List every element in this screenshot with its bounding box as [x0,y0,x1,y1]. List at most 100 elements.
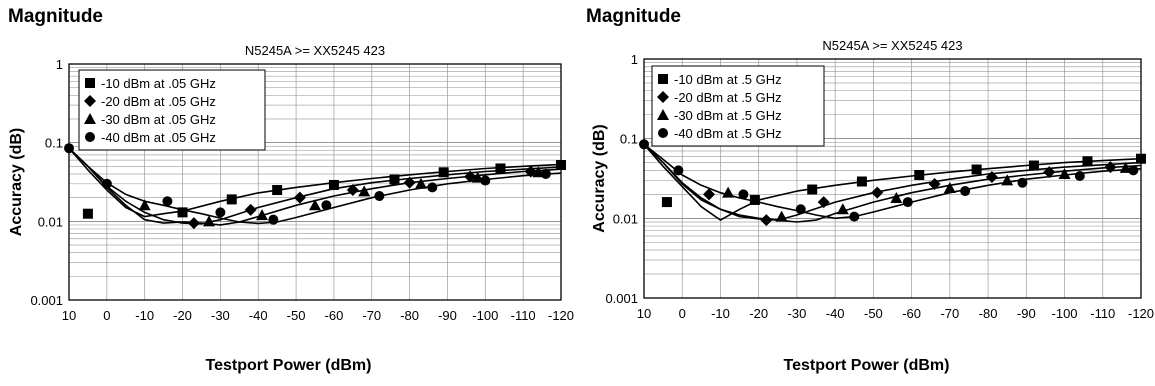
x-tick-label: -110 [511,308,536,323]
data-point [556,160,566,171]
x-tick-label: 10 [637,306,651,321]
x-tick-label: 10 [62,308,76,323]
legend-box [651,65,825,147]
data-point [749,194,760,205]
data-point [639,139,649,150]
y-axis-label: Accuracy (dB) [591,124,608,232]
data-point [226,194,237,205]
legend-label: -10 dBm at .05 GHz [101,76,216,91]
y-tick-label: 0.01 [38,214,63,229]
legend-marker [84,95,96,107]
data-point [971,164,982,175]
chart-title: N5245A >= XX5245 423 [822,38,962,53]
data-point [256,209,269,221]
y-tick-label: 0.1 [620,132,638,147]
series-line [68,147,562,226]
legend-marker [658,74,668,84]
data-point [795,204,806,215]
legend-label: -20 dBm at .5 GHz [674,90,782,105]
series-4 [639,139,1142,222]
data-point [177,207,188,218]
data-point [138,199,151,211]
x-tick-label: -100 [1052,306,1078,321]
data-point [244,203,257,216]
data-point [738,189,749,200]
legend: -10 dBm at .05 GHz -20 dBm at .05 GHz -30 … [78,69,266,151]
data-point [807,184,818,195]
x-tick-label: -60 [325,308,344,323]
data-point [427,182,438,193]
legend: -10 dBm at .5 GHz -20 dBm at .5 GHz -30 dB… [651,65,825,147]
x-tick-label: -40 [826,306,845,321]
data-point [1028,160,1039,171]
data-point [64,143,74,154]
data-point [272,185,283,196]
data-point [540,168,551,179]
legend-label: -20 dBm at .05 GHz [101,94,216,109]
x-tick-label: -90 [438,308,457,323]
data-point [914,169,925,180]
data-point [890,191,903,203]
plot-frame [68,63,562,301]
x-tick-label: -110 [1090,306,1115,321]
chart-heading: Magnitude [586,6,681,27]
legend-marker [85,132,95,142]
x-axis-label: Testport Power (dBm) [205,357,372,374]
data-point [82,208,93,219]
x-tick-label: -50 [864,306,883,321]
series-line [643,143,1142,220]
series-line [643,143,1142,221]
data-point [414,177,427,189]
x-tick-label: -20 [749,306,768,321]
data-point [215,207,226,218]
series-1 [643,143,1146,221]
x-tick-label: 0 [679,306,686,321]
data-point [871,186,884,199]
legend-box [78,69,266,151]
data-point [438,167,449,178]
series-3 [643,143,1142,223]
y-tick-label: 0.01 [613,211,638,226]
series-line [643,143,1142,223]
x-tick-label: -120 [548,308,574,323]
x-tick-label: -40 [249,308,268,323]
data-point [775,210,788,222]
y-tick-label: 0.1 [45,136,63,151]
data-point [673,165,684,176]
chart-title: N5245A >= XX5245 423 [245,43,385,58]
x-tick-label: -30 [211,308,230,323]
data-point [328,179,339,190]
data-point [293,191,306,204]
data-point [162,196,173,207]
x-axis-label: Testport Power (dBm) [783,357,950,374]
data-point [309,199,321,211]
data-point [817,196,830,209]
legend-marker [85,78,95,88]
data-point [1058,168,1071,180]
legend-label: -30 dBm at .5 GHz [674,108,782,123]
data-point [661,197,672,208]
legend-label: -30 dBm at .05 GHz [101,112,216,127]
y-tick-label: 1 [56,57,63,72]
data-point [1128,165,1139,176]
legend-label: -10 dBm at .5 GHz [674,72,782,87]
y-tick-label: 0.001 [605,291,638,306]
data-point [856,176,867,187]
data-point [1136,153,1146,164]
legend-marker [658,128,668,138]
x-tick-label: -60 [902,306,921,321]
data-point [1017,177,1028,188]
x-tick-label: -80 [979,306,998,321]
data-point [321,200,332,211]
chart-panel-right: Magnitude N5245A >= XX5245 423 1 0.1 0.01 0.… [578,0,1155,386]
legend-label: -40 dBm at .5 GHz [674,126,782,141]
series-line [643,143,1142,221]
x-tick-label: -70 [940,306,959,321]
data-point [495,163,506,174]
data-point [902,197,913,208]
x-tick-label: -90 [1017,306,1036,321]
x-tick-label: -50 [287,308,306,323]
legend-marker [657,109,669,120]
x-tick-label: -80 [400,308,419,323]
